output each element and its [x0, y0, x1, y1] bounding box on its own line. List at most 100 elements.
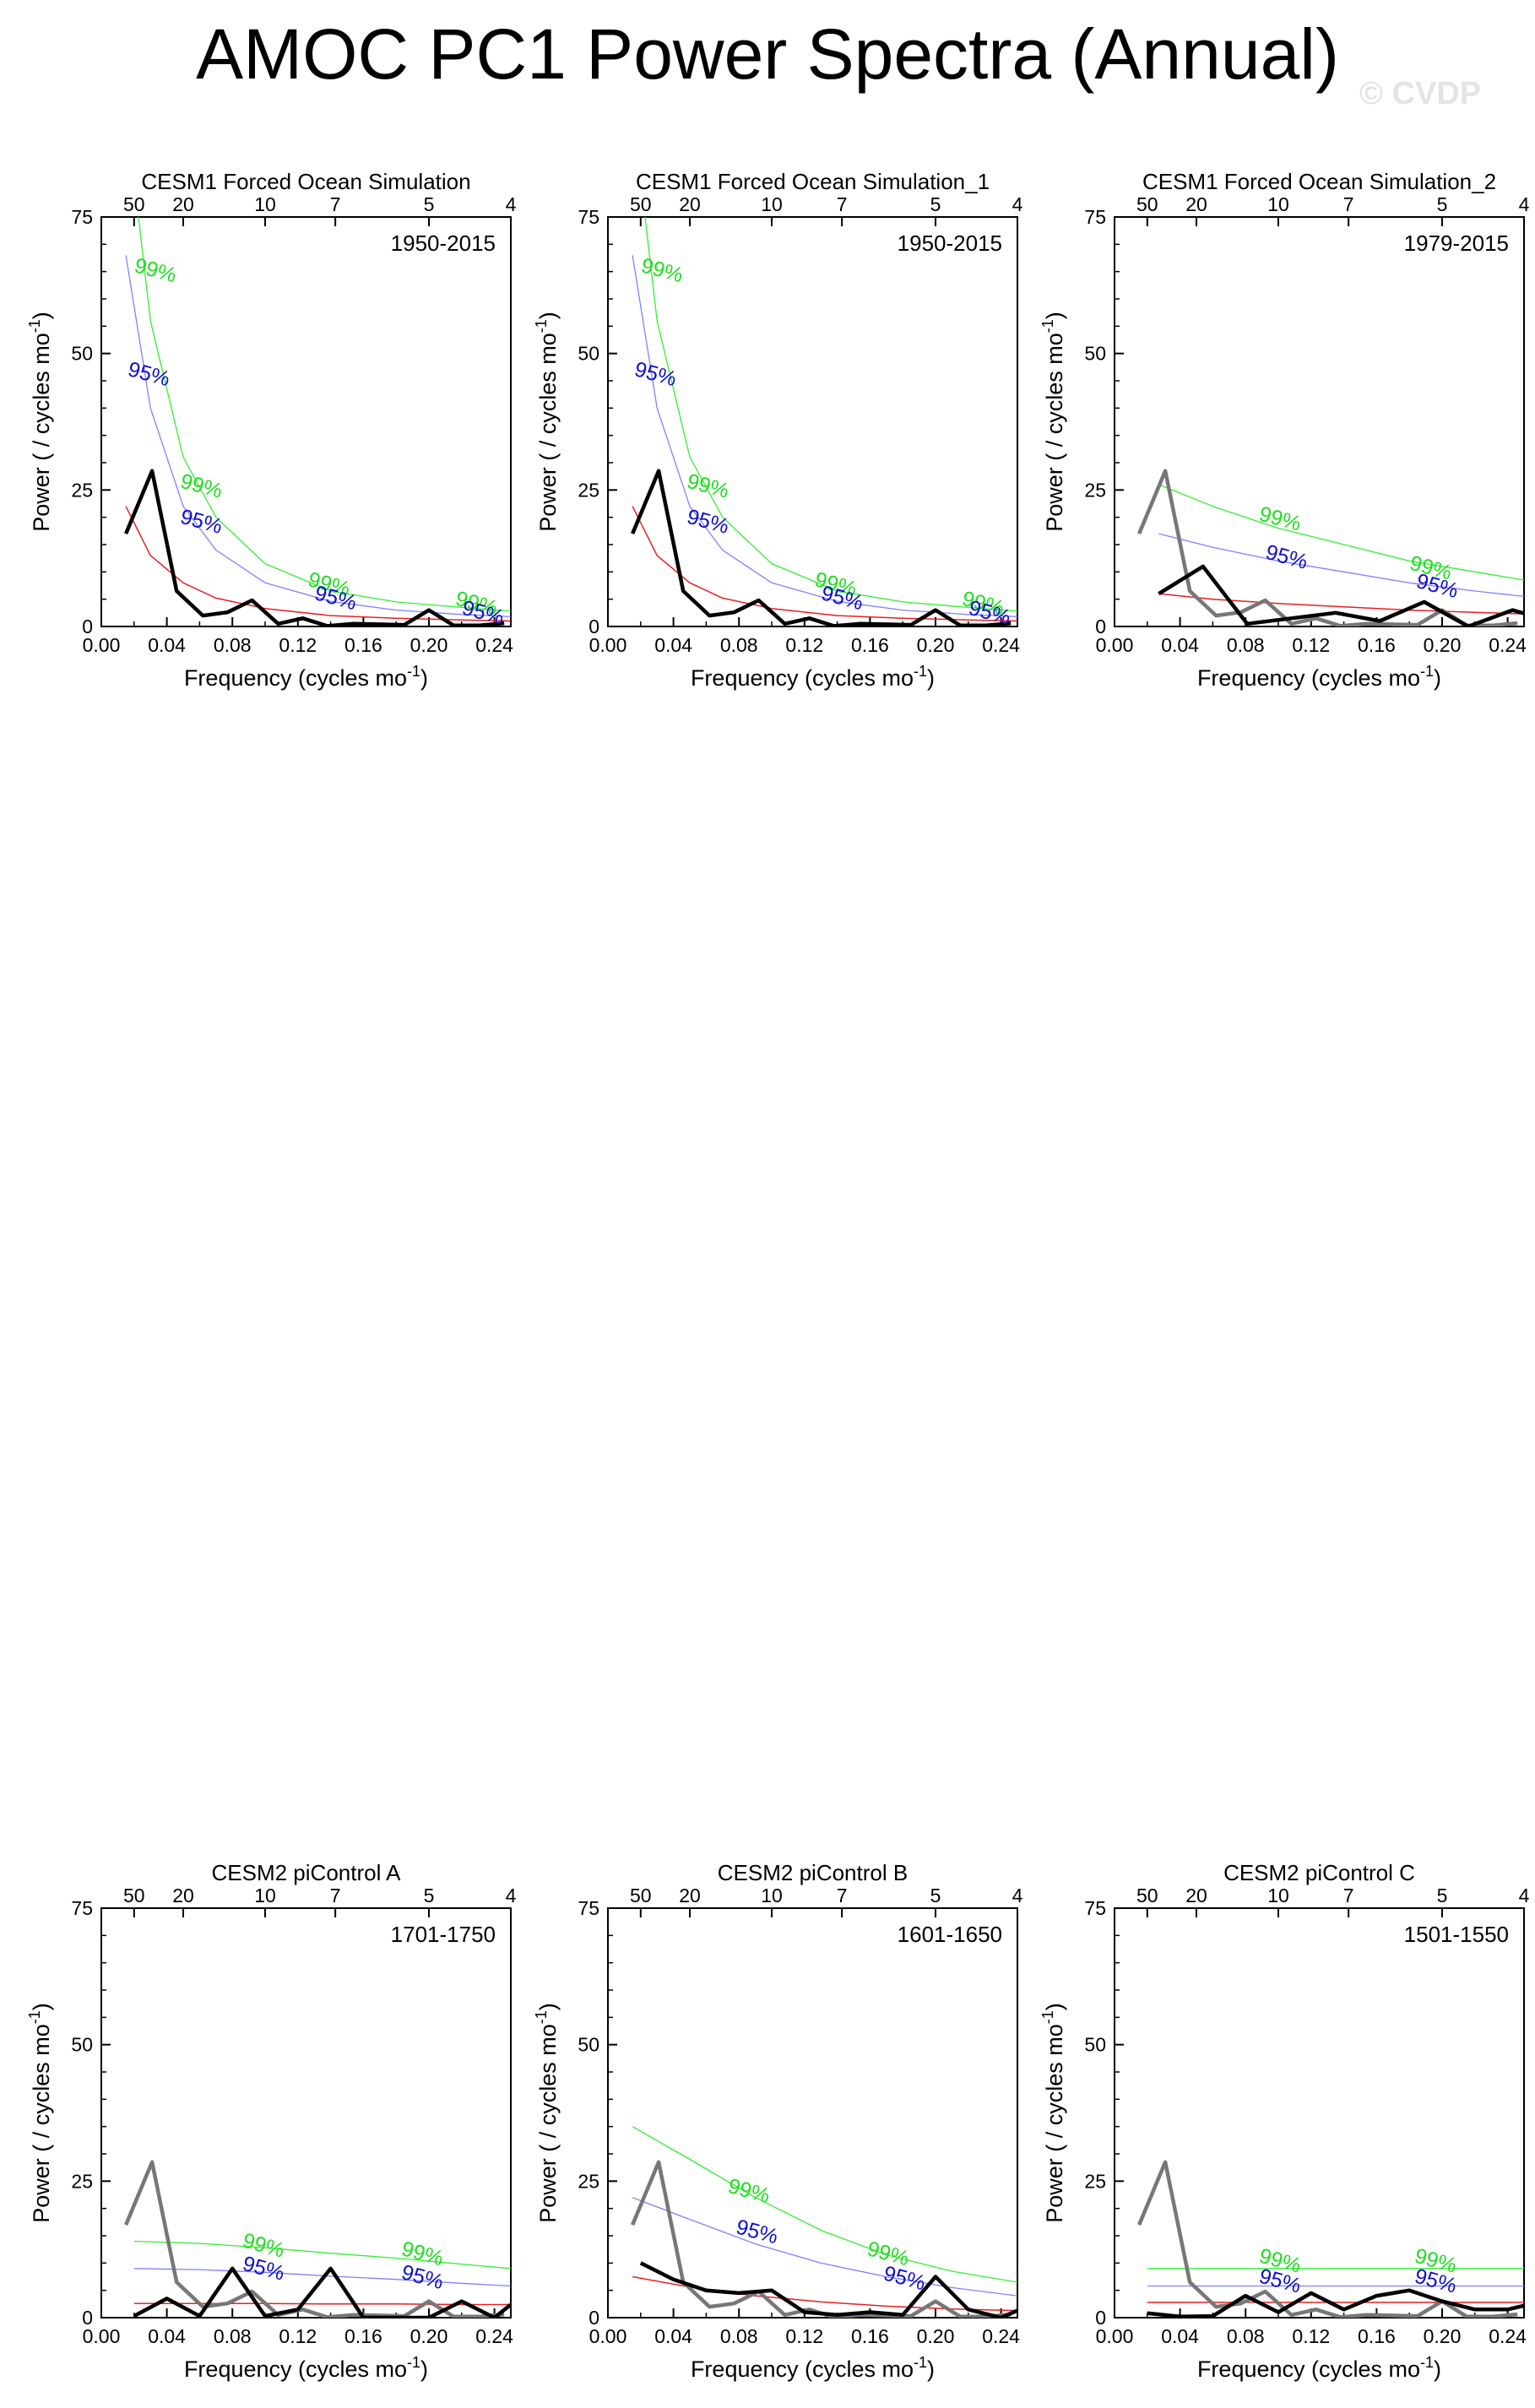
x-tick-label: 0.08 [720, 2325, 758, 2347]
x-tick-label: 0.00 [1096, 634, 1134, 656]
x-tick-label: 0.16 [851, 2325, 889, 2347]
top-tick-label: 5 [424, 193, 435, 215]
x-tick-label: 0.12 [279, 634, 317, 656]
x-tick-label: 0.12 [279, 2325, 317, 2347]
x-tick-label: 0.08 [720, 634, 758, 656]
series-ci99 [644, 217, 1017, 612]
x-tick-label: 0.00 [83, 634, 121, 656]
ci99-label: 99% [1256, 502, 1304, 536]
plot-frame [100, 216, 512, 627]
y-axis-label: Power ( / cycles mo-1) [1039, 2003, 1067, 2223]
figure-title: AMOC PC1 Power Spectra (Annual) [196, 14, 1339, 94]
x-tick-label: 0.20 [1424, 634, 1462, 656]
top-tick-label: 10 [761, 1885, 783, 1906]
x-tick-label: 0.08 [214, 634, 252, 656]
series-reference [1137, 469, 1518, 626]
x-tick-label: 0.12 [1292, 634, 1330, 656]
period-label: 1979-2015 [1404, 230, 1509, 256]
ci99-label: 99% [685, 469, 732, 503]
series-current [1147, 2288, 1524, 2318]
top-tick-label: 50 [123, 193, 145, 215]
series-reference [1137, 2160, 1518, 2318]
top-tick-label: 7 [1343, 1885, 1354, 1906]
top-tick-label: 5 [930, 193, 941, 215]
top-tick-label: 7 [837, 1885, 848, 1906]
period-label: 1701-1750 [391, 1922, 496, 1947]
top-tick-label: 10 [254, 193, 276, 215]
x-tick-label: 0.04 [148, 634, 186, 656]
panel-title: CESM1 Forced Ocean Simulation_2 [1142, 169, 1496, 194]
series-ci95 [632, 2197, 1017, 2297]
y-axis-label: Power ( / cycles mo-1) [533, 2003, 561, 2223]
x-tick-label: 0.24 [982, 2325, 1020, 2347]
top-tick-label: 20 [172, 1885, 194, 1906]
y-tick-label: 0 [589, 2307, 599, 2329]
y-tick-label: 50 [1084, 2034, 1106, 2056]
y-tick-label: 0 [1095, 2307, 1106, 2329]
ci95-label: 95% [1263, 540, 1310, 574]
top-tick-label: 20 [679, 1885, 701, 1906]
x-tick-label: 0.04 [1161, 2325, 1199, 2347]
ci95-label: 95% [881, 2261, 928, 2295]
x-tick-label: 0.12 [785, 2325, 823, 2347]
x-tick-label: 0.24 [475, 634, 513, 656]
series-ci95 [1158, 533, 1524, 598]
top-tick-label: 7 [330, 1885, 341, 1906]
plot-frame [100, 1907, 512, 2319]
panel-title: CESM1 Forced Ocean Simulation [141, 169, 470, 194]
top-tick-label: 4 [1519, 1885, 1530, 1906]
ci99-label: 99% [725, 2174, 773, 2208]
top-tick-label: 5 [424, 1885, 435, 1906]
series-current [124, 469, 505, 626]
top-tick-label: 4 [1012, 193, 1023, 215]
y-tick-label: 75 [71, 1897, 93, 1919]
panel-title: CESM1 Forced Ocean Simulation_1 [636, 169, 990, 194]
y-axis-label: Power ( / cycles mo-1) [533, 312, 561, 532]
series-ci99 [1158, 484, 1524, 581]
plot-frame [1114, 216, 1525, 627]
y-tick-label: 25 [1084, 479, 1106, 501]
x-tick-label: 0.20 [917, 2325, 955, 2347]
top-tick-label: 4 [1519, 193, 1530, 215]
x-tick-label: 0.24 [1489, 2325, 1527, 2347]
x-tick-label: 0.16 [851, 634, 889, 656]
ci95-label: 95% [819, 581, 866, 615]
y-tick-label: 50 [578, 343, 599, 365]
top-tick-label: 50 [123, 1885, 145, 1906]
y-tick-label: 75 [71, 206, 93, 228]
y-tick-label: 0 [589, 616, 599, 637]
top-tick-label: 4 [506, 1885, 517, 1906]
series-red [125, 506, 511, 622]
series-current [133, 2266, 511, 2318]
y-tick-label: 25 [71, 479, 93, 501]
top-tick-label: 50 [630, 193, 652, 215]
ci95-label: 95% [685, 505, 732, 539]
top-tick-label: 50 [1136, 193, 1158, 215]
plot-frame [607, 1907, 1018, 2319]
ci99-label: 99% [178, 469, 225, 503]
y-tick-label: 25 [578, 479, 599, 501]
y-tick-label: 75 [1084, 1897, 1106, 1919]
y-tick-label: 0 [82, 616, 93, 637]
top-tick-label: 10 [761, 193, 783, 215]
top-tick-label: 20 [1185, 1885, 1207, 1906]
top-tick-label: 20 [679, 193, 701, 215]
x-tick-label: 0.20 [410, 634, 448, 656]
period-label: 1601-1650 [898, 1922, 1002, 1947]
top-tick-label: 20 [1185, 193, 1207, 215]
y-axis-label: Power ( / cycles mo-1) [26, 2003, 54, 2223]
top-tick-label: 5 [930, 1885, 941, 1906]
x-axis-label: Frequency (cycles mo-1) [1197, 663, 1441, 691]
series-red [632, 506, 1017, 622]
top-tick-label: 7 [1343, 193, 1354, 215]
x-tick-label: 0.04 [654, 2325, 692, 2347]
series-ci99 [133, 2240, 511, 2270]
series-ci95 [133, 2268, 511, 2287]
series-current [1158, 564, 1524, 626]
period-label: 1950-2015 [391, 230, 496, 256]
